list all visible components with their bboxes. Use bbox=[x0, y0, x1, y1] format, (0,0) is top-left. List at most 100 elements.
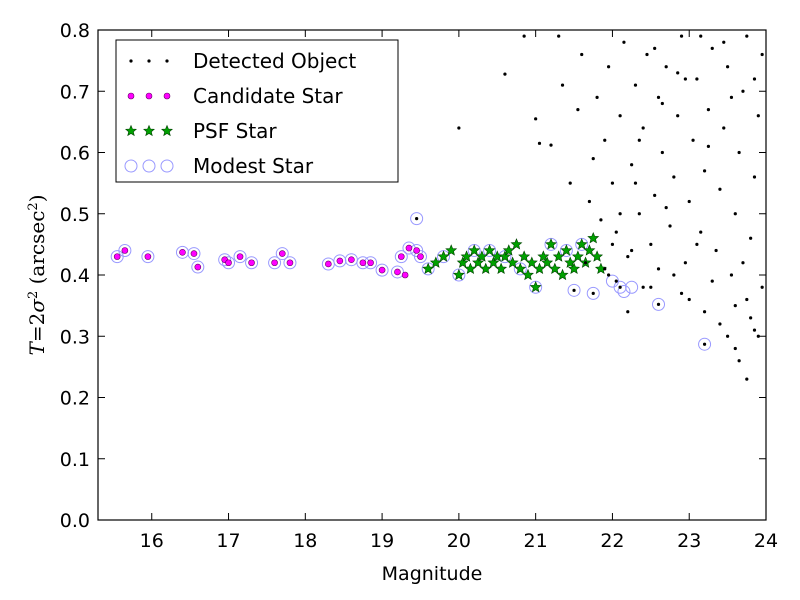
detected-object-point bbox=[660, 101, 664, 106]
detected-object-point bbox=[637, 212, 641, 216]
psf-star-point bbox=[502, 244, 515, 256]
modest-star-point bbox=[625, 280, 639, 294]
detected-object-point bbox=[729, 95, 734, 99]
psf-star-point bbox=[522, 268, 534, 281]
detected-object-point bbox=[752, 77, 757, 81]
psf-star-point bbox=[475, 250, 488, 262]
candidate-star-point bbox=[194, 263, 202, 271]
psf-star-point bbox=[564, 256, 577, 268]
candidate-star-point bbox=[271, 259, 278, 267]
modest-star-point bbox=[141, 250, 155, 264]
detected-object-point bbox=[683, 77, 687, 81]
detected-object-point bbox=[557, 34, 561, 38]
psf-star-point bbox=[591, 250, 604, 262]
legend-marker-detected-object bbox=[147, 59, 151, 63]
legend-marker-detected-object bbox=[165, 59, 169, 63]
detected-object-point bbox=[618, 285, 622, 289]
psf-star-point bbox=[487, 256, 500, 268]
x-tick-label: 24 bbox=[754, 530, 778, 552]
detected-object-point bbox=[733, 212, 737, 216]
psf-star-point bbox=[571, 250, 584, 262]
detected-object-point bbox=[606, 65, 611, 69]
detected-object-point bbox=[752, 175, 757, 179]
psf-star-point bbox=[429, 256, 442, 268]
detected-object-point bbox=[641, 126, 645, 130]
psf-star-point bbox=[472, 256, 485, 268]
detected-object-point bbox=[706, 144, 711, 148]
modest-star-point bbox=[187, 247, 201, 261]
legend-marker-candidate-star bbox=[145, 92, 153, 100]
detected-object-point bbox=[656, 267, 661, 271]
detected-object-point bbox=[679, 34, 684, 38]
psf-star-point bbox=[483, 244, 496, 256]
detected-object-point bbox=[702, 169, 707, 173]
modest-star-point bbox=[698, 337, 712, 351]
detected-object-point bbox=[664, 206, 668, 210]
candidate-star-point bbox=[113, 253, 121, 260]
detected-object-point bbox=[745, 34, 749, 38]
x-axis: 16 17 18 19 20 21 22 23 24 bbox=[140, 30, 778, 552]
detected-object-point bbox=[583, 261, 588, 265]
modest-star-point bbox=[567, 283, 581, 297]
psf-star-point bbox=[587, 231, 600, 244]
detected-object-point bbox=[603, 138, 607, 142]
detected-object-point bbox=[415, 217, 419, 221]
modest-star-point bbox=[268, 256, 282, 270]
legend-label-modest-star: Modest Star bbox=[193, 154, 314, 178]
y-label-two: 2 bbox=[25, 313, 49, 326]
modest-star-point bbox=[586, 286, 600, 300]
detected-object-point bbox=[733, 304, 737, 308]
detected-object-point bbox=[722, 40, 726, 44]
detected-object-point bbox=[653, 193, 657, 197]
detected-object-point bbox=[733, 346, 737, 351]
y-label-sigma: σ bbox=[25, 298, 49, 313]
psf-star-point bbox=[456, 256, 469, 268]
detected-object-point bbox=[614, 279, 618, 283]
detected-object-point bbox=[722, 126, 726, 130]
detected-object-point bbox=[726, 65, 730, 69]
psf-star-point bbox=[545, 238, 557, 250]
detected-object-point bbox=[653, 46, 657, 50]
candidate-star-point bbox=[278, 250, 286, 257]
y-tick-label: 0.4 bbox=[60, 265, 90, 287]
legend: Detected Object Candidate Star PSF Star … bbox=[115, 39, 399, 183]
x-tick-label: 23 bbox=[677, 530, 701, 552]
psf-star-point bbox=[568, 262, 581, 274]
modest-star-point bbox=[390, 265, 404, 279]
candidate-star-point bbox=[401, 271, 409, 279]
modest-star-point bbox=[394, 250, 408, 264]
candidate-star-point bbox=[236, 253, 244, 260]
detected-object-point bbox=[745, 377, 749, 381]
detected-object-point bbox=[603, 267, 607, 271]
candidate-star-point bbox=[325, 260, 332, 268]
detected-object-point bbox=[718, 322, 722, 326]
y-tick-label: 0.3 bbox=[60, 326, 90, 348]
detected-object-point bbox=[610, 181, 615, 185]
candidate-star-point bbox=[413, 247, 420, 254]
y-tick-label: 0.2 bbox=[60, 388, 90, 410]
candidate-star-point bbox=[336, 257, 344, 265]
psf-star-point bbox=[495, 262, 508, 274]
detected-object-point bbox=[726, 334, 730, 338]
detected-object-point bbox=[695, 77, 699, 81]
candidate-star-point bbox=[286, 259, 294, 267]
candidate-star-point bbox=[367, 259, 374, 267]
detected-object-point bbox=[568, 181, 572, 185]
psf-star-point bbox=[452, 268, 465, 281]
detected-object-point bbox=[645, 52, 649, 57]
x-tick-label: 17 bbox=[216, 530, 240, 552]
detected-object-point bbox=[699, 230, 703, 234]
detected-object-point bbox=[760, 52, 764, 57]
psf-star-point bbox=[594, 262, 607, 274]
y-tick-label: 0.7 bbox=[60, 81, 90, 103]
detected-object-point bbox=[660, 150, 664, 155]
candidate-star-point bbox=[225, 259, 232, 267]
detected-object-point bbox=[687, 297, 691, 302]
y-axis-label: T=2σ2 (arcsec2) bbox=[25, 194, 49, 355]
psf-star-point bbox=[510, 238, 523, 250]
detected-object-point bbox=[656, 302, 661, 306]
detected-object-point bbox=[729, 273, 734, 277]
detected-object-point bbox=[718, 187, 722, 191]
detected-object-point bbox=[695, 242, 699, 246]
